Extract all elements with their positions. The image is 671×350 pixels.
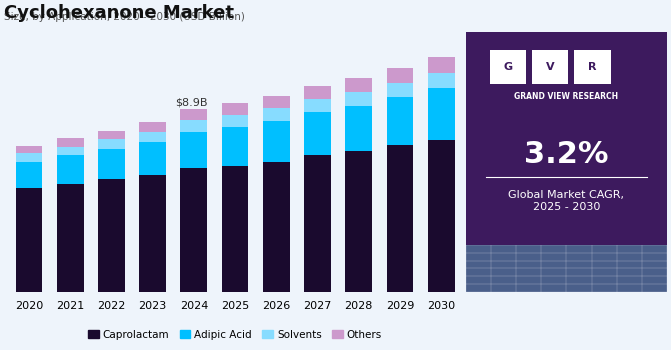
Bar [57,147,84,155]
Bar [263,96,290,108]
Bar [180,120,207,132]
Bar [346,151,372,292]
Text: R: R [588,62,597,72]
Bar [98,149,125,179]
Bar [139,142,166,175]
Text: G: G [504,62,513,72]
Bar [221,127,248,166]
Bar [263,108,290,121]
Bar [386,145,413,292]
Text: Source:
www.grandviewresearch.com: Source: www.grandviewresearch.com [482,246,606,265]
Text: $8.9B: $8.9B [176,98,208,108]
Bar [304,86,331,99]
Bar [57,155,84,183]
Legend: Caprolactam, Adipic Acid, Solvents, Others: Caprolactam, Adipic Acid, Solvents, Othe… [84,326,386,344]
Bar [304,99,331,112]
Bar [15,146,42,153]
Bar [139,175,166,292]
Text: Global Market CAGR,
2025 - 2030: Global Market CAGR, 2025 - 2030 [509,190,625,212]
Text: 3.2%: 3.2% [524,140,609,169]
Bar [263,121,290,162]
Text: Size, by Application, 2020 - 2030 (USD Billion): Size, by Application, 2020 - 2030 (USD B… [4,12,245,22]
Bar [139,132,166,142]
Bar [180,109,207,120]
Text: V: V [546,62,555,72]
Bar [386,83,413,97]
Bar [263,162,290,292]
Bar [428,57,455,73]
Bar [346,77,372,92]
Bar [180,168,207,292]
FancyBboxPatch shape [574,50,611,84]
Bar [221,116,248,127]
Bar [98,131,125,139]
Text: Cyclohexanone Market: Cyclohexanone Market [4,4,234,22]
Bar [346,92,372,106]
Bar [304,155,331,292]
Bar [98,179,125,292]
Bar [428,140,455,292]
FancyBboxPatch shape [490,50,526,84]
Bar [221,104,248,116]
Bar [346,106,372,151]
Bar [221,166,248,292]
Bar [57,183,84,292]
FancyBboxPatch shape [532,50,568,84]
Bar [57,138,84,147]
Bar [180,132,207,168]
Bar [15,162,42,188]
Bar [386,97,413,145]
Bar [15,188,42,292]
Bar [304,112,331,155]
Bar [386,68,413,83]
Bar [98,139,125,149]
Bar [139,122,166,132]
Bar [428,88,455,140]
Bar [428,73,455,88]
Bar [15,153,42,162]
Text: GRAND VIEW RESEARCH: GRAND VIEW RESEARCH [515,92,619,102]
